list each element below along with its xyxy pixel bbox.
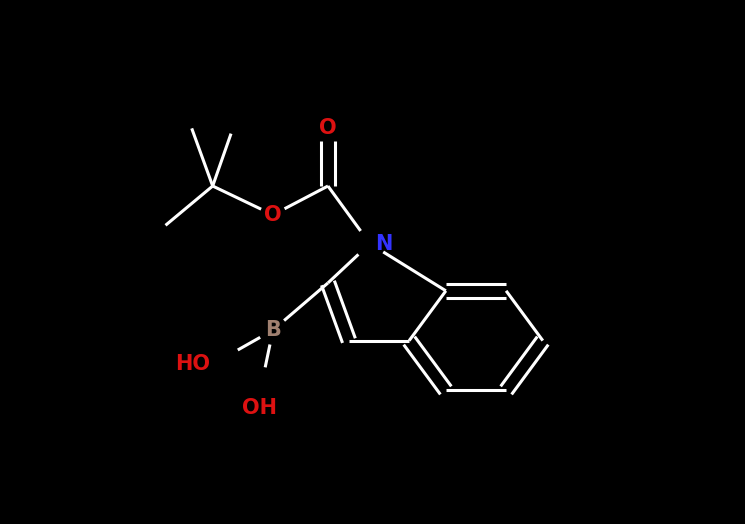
Text: HO: HO [175,354,210,374]
Text: O: O [319,118,337,138]
Text: N: N [375,234,393,254]
Text: O: O [264,205,282,225]
Text: B: B [265,320,281,340]
Text: OH: OH [242,398,277,418]
